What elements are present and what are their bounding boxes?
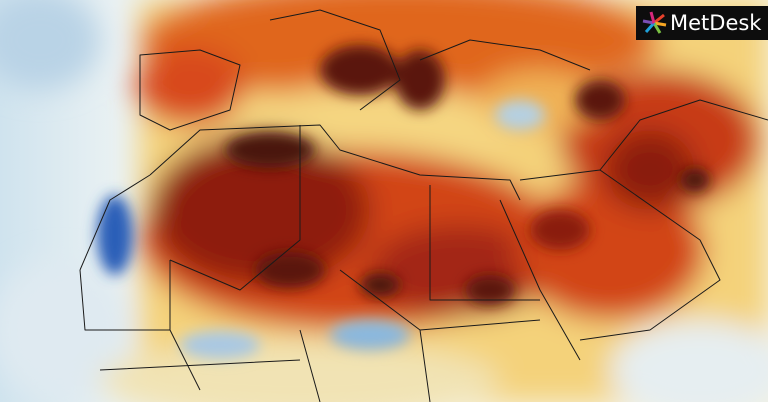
cool-area [610,320,768,402]
logo-text: MetDesk [670,11,762,35]
border [269,9,401,111]
detail-fields [97,45,710,359]
cold-patch [97,195,133,275]
extreme-patch [395,50,445,110]
border [99,329,431,402]
cold-patch [330,320,410,350]
hot-area [135,45,245,125]
very-hot-area [605,130,695,210]
logo-ray [652,22,662,34]
cool-area [0,260,130,400]
extreme-patch [465,275,515,305]
logo-icon [642,11,667,34]
border [79,260,171,331]
cool-area [0,0,100,90]
logo-ray [642,19,655,25]
country-borders [79,9,768,402]
cold-patch [180,331,260,359]
extreme-patch [575,80,625,120]
border [169,125,301,291]
extreme-patch [680,168,710,192]
border [599,99,768,171]
border [429,185,540,301]
logo-ray [644,22,656,33]
logo-ray [653,13,665,25]
extreme-patch [320,45,400,95]
extreme-patch [360,273,400,297]
border [519,169,721,341]
border [149,124,521,201]
extreme-patch [255,252,325,288]
logo-ray [649,11,656,24]
extreme-patch [530,210,590,250]
border [139,49,241,131]
border [79,174,151,271]
extreme-patch [225,132,315,168]
logo-ray [653,21,667,27]
logo: MetDesk [636,6,768,40]
border [419,39,591,71]
very-hot-area [150,135,370,285]
cold-patch [495,100,545,130]
border [499,199,581,361]
